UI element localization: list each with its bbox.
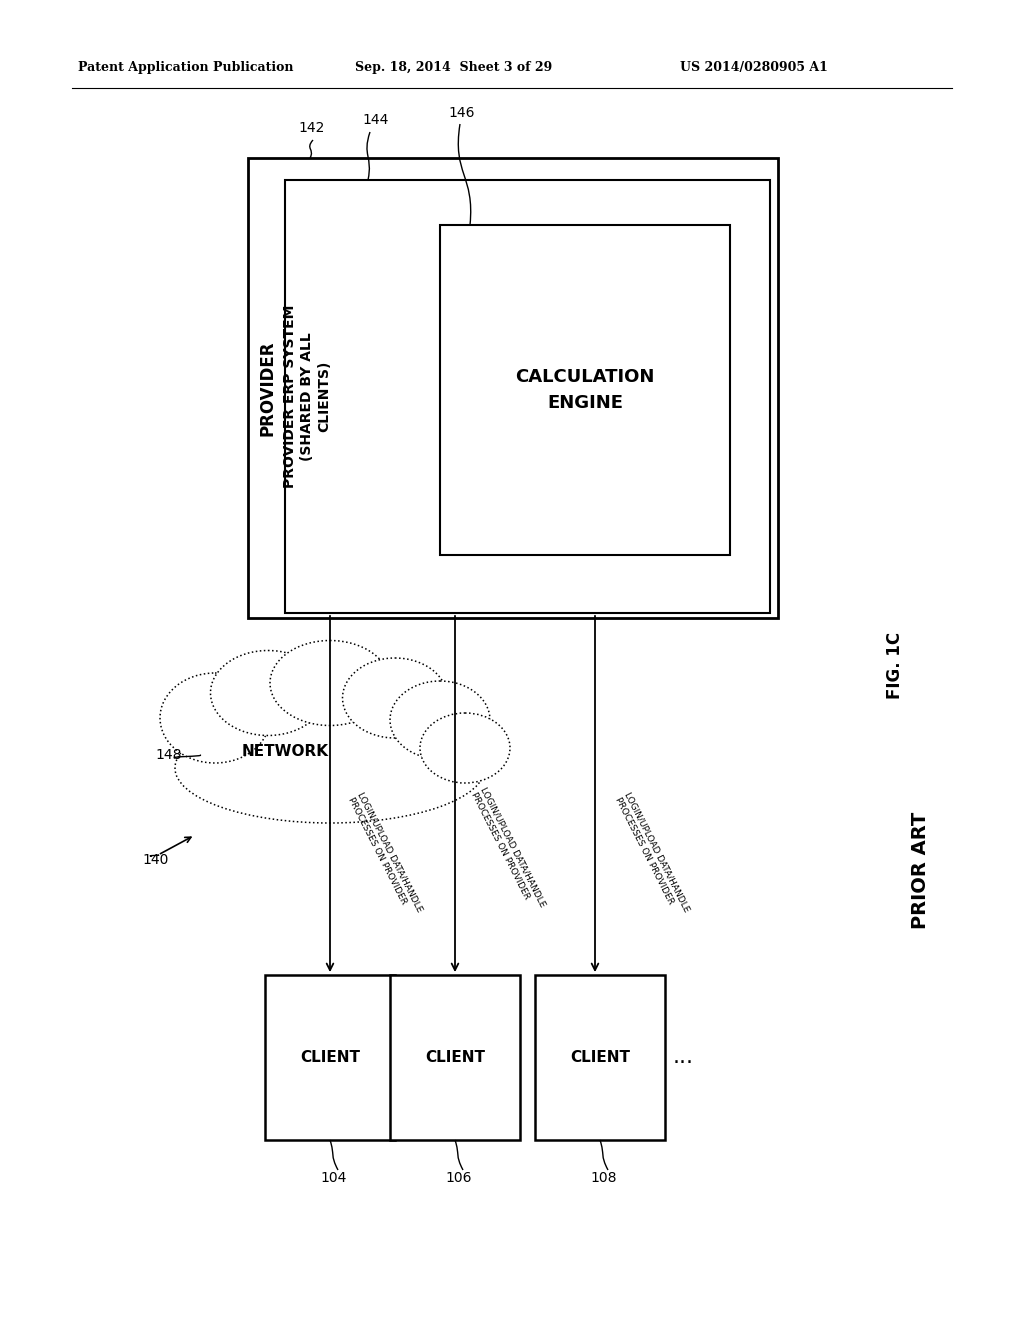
Text: LOGIN/UPLOAD DATA/HANDLE
PROCESSES ON PROVIDER: LOGIN/UPLOAD DATA/HANDLE PROCESSES ON PR… — [346, 791, 424, 919]
Text: 106: 106 — [445, 1171, 471, 1185]
Text: 104: 104 — [319, 1171, 346, 1185]
Text: 144: 144 — [362, 114, 388, 127]
Text: 108: 108 — [590, 1171, 616, 1185]
Bar — [440, 224, 730, 554]
Ellipse shape — [420, 713, 510, 783]
Bar — [535, 975, 665, 1140]
Text: 142: 142 — [298, 121, 325, 135]
Text: 140: 140 — [142, 853, 168, 867]
Text: PROVIDER ERP SYSTEM
(SHARED BY ALL
CLIENTS): PROVIDER ERP SYSTEM (SHARED BY ALL CLIEN… — [283, 305, 332, 488]
Text: Sep. 18, 2014  Sheet 3 of 29: Sep. 18, 2014 Sheet 3 of 29 — [355, 62, 552, 74]
Text: CALCULATION
ENGINE: CALCULATION ENGINE — [515, 368, 654, 412]
Text: US 2014/0280905 A1: US 2014/0280905 A1 — [680, 62, 827, 74]
Text: 148: 148 — [155, 748, 181, 762]
Ellipse shape — [390, 681, 490, 759]
Text: PRIOR ART: PRIOR ART — [910, 812, 930, 929]
Text: 146: 146 — [449, 106, 474, 120]
Ellipse shape — [270, 640, 390, 726]
Ellipse shape — [160, 673, 270, 763]
Text: NETWORK: NETWORK — [242, 744, 329, 759]
Text: FIG. 1C: FIG. 1C — [886, 631, 904, 698]
Text: Patent Application Publication: Patent Application Publication — [78, 62, 294, 74]
Text: LOGIN/UPLOAD DATA/HANDLE
PROCESSES ON PROVIDER: LOGIN/UPLOAD DATA/HANDLE PROCESSES ON PR… — [613, 791, 691, 919]
Text: LOGIN/UPLOAD DATA/HANDLE
PROCESSES ON PROVIDER: LOGIN/UPLOAD DATA/HANDLE PROCESSES ON PR… — [469, 785, 547, 913]
Text: CLIENT: CLIENT — [300, 1049, 360, 1065]
Text: CLIENT: CLIENT — [425, 1049, 485, 1065]
Ellipse shape — [175, 713, 485, 822]
Bar — [248, 158, 778, 618]
Text: ...: ... — [673, 1047, 693, 1067]
Bar — [390, 975, 520, 1140]
Bar — [265, 975, 395, 1140]
Text: CLIENT: CLIENT — [570, 1049, 630, 1065]
Bar — [285, 180, 770, 612]
Ellipse shape — [342, 657, 447, 738]
Ellipse shape — [211, 651, 326, 735]
Text: PROVIDER: PROVIDER — [259, 341, 278, 436]
